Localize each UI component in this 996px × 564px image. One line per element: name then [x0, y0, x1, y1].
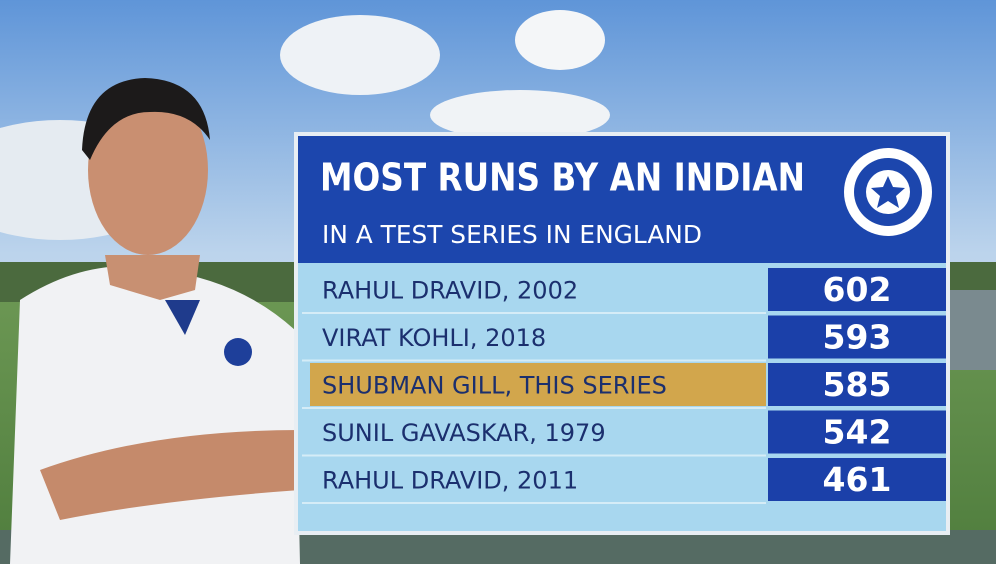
- row-label: SUNIL GAVASKAR, 1979: [322, 419, 606, 447]
- value-box: [768, 315, 946, 359]
- row-value: 602: [823, 270, 892, 309]
- row-value: 542: [823, 413, 892, 452]
- row-label: SHUBMAN GILL, THIS SERIES: [322, 372, 667, 400]
- collar: [165, 300, 200, 335]
- arms: [40, 430, 300, 520]
- cloud: [515, 10, 605, 70]
- shirt: [10, 266, 300, 564]
- logo: [844, 148, 932, 236]
- value-box: [768, 410, 946, 454]
- row-value: 461: [823, 460, 892, 499]
- table: RAHUL DRAVID, 2002 602 VIRAT KOHLI, 2018 59…: [302, 268, 946, 504]
- neck: [105, 255, 200, 300]
- value-box: [768, 363, 946, 406]
- value-box: [768, 458, 946, 501]
- player: [10, 78, 300, 564]
- row-label: VIRAT KOHLI, 2018: [322, 324, 546, 352]
- cloud: [280, 15, 440, 95]
- cloud: [430, 90, 610, 140]
- row-label: RAHUL DRAVID, 2002: [322, 277, 578, 305]
- row-highlight: [310, 363, 766, 406]
- subtitle: IN A TEST SERIES IN ENGLAND: [322, 220, 702, 249]
- badge: [224, 338, 252, 366]
- row-value: 585: [823, 365, 892, 404]
- header-band: [298, 136, 946, 263]
- title: MOST RUNS BY AN INDIAN: [320, 156, 805, 200]
- row-label: RAHUL DRAVID, 2011: [322, 467, 578, 495]
- value-box: [768, 268, 946, 311]
- row-value: 593: [823, 318, 892, 357]
- face: [88, 85, 208, 255]
- hair: [82, 78, 210, 160]
- logo-star: [871, 176, 905, 208]
